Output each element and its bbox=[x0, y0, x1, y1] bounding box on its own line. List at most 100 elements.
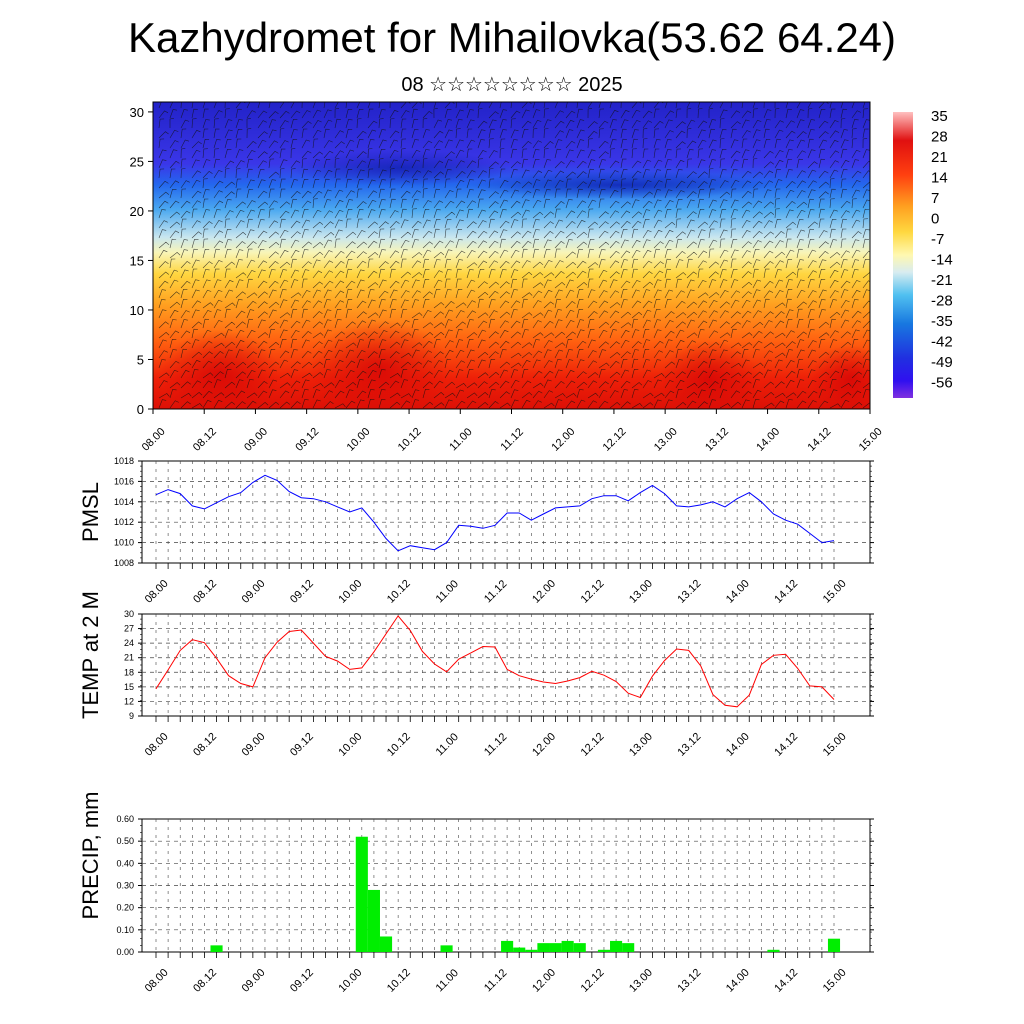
heatmap-xtick-label: 14.00 bbox=[754, 426, 782, 454]
colorbar-label: 14 bbox=[931, 170, 948, 187]
precip-bar bbox=[767, 949, 780, 952]
ytick-label: 0.60 bbox=[116, 814, 134, 824]
heatmap-xtick-label: 08.00 bbox=[140, 426, 168, 454]
xtick-label: 09.00 bbox=[240, 731, 268, 759]
ytick-label: 0.40 bbox=[116, 858, 134, 868]
precip-bar bbox=[561, 940, 574, 952]
plot-frame bbox=[141, 460, 871, 564]
xtick-label: 11.00 bbox=[434, 731, 461, 758]
ytick-label: 1014 bbox=[114, 497, 134, 507]
heatmap-xtick-label: 10.12 bbox=[396, 426, 424, 454]
plot-frame bbox=[141, 613, 871, 717]
xtick-label: 11.00 bbox=[434, 967, 461, 994]
colorbar-label: -56 bbox=[931, 375, 953, 392]
colorbar-label: -42 bbox=[931, 334, 953, 351]
precip-bar bbox=[573, 943, 586, 952]
colorbar: 35 28 21 14 7 0 -7 -14 -21 -28 -35 -42 -49 -56 bbox=[893, 108, 953, 398]
xtick-label: 13.12 bbox=[675, 967, 703, 995]
xtick-label: 11.12 bbox=[482, 731, 509, 758]
xtick-label: 09.00 bbox=[240, 967, 268, 995]
precip-bar bbox=[537, 943, 550, 952]
colorbar-label: 35 bbox=[931, 108, 948, 125]
colorbar-label: -21 bbox=[931, 272, 953, 289]
ytick-label: 1008 bbox=[114, 558, 134, 568]
chart-title: Kazhydromet for Mihailovka(53.62 64.24) bbox=[127, 14, 897, 61]
ytick-label: 30 bbox=[124, 609, 134, 619]
y-axis-label: PRECIP, mm bbox=[78, 792, 103, 920]
cold-core bbox=[470, 171, 770, 199]
xtick-label: 10.00 bbox=[336, 731, 364, 759]
precip-bar bbox=[440, 945, 453, 952]
xtick-label: 10.12 bbox=[385, 578, 413, 606]
xtick-label: 10.12 bbox=[385, 967, 413, 995]
heatmap-ytick-label: 20 bbox=[130, 204, 144, 219]
colorbar-label: 28 bbox=[931, 129, 948, 146]
colorbar-label: -14 bbox=[931, 252, 953, 269]
y-axis-label: PMSL bbox=[78, 482, 103, 542]
xtick-label: 11.00 bbox=[434, 578, 461, 605]
xtick-label: 14.00 bbox=[724, 731, 752, 759]
cold-core bbox=[290, 150, 510, 186]
precip-bar bbox=[379, 936, 393, 952]
ytick-label: 0.00 bbox=[116, 947, 134, 957]
xtick-label: 09.12 bbox=[288, 967, 316, 995]
xtick-label: 10.00 bbox=[336, 578, 364, 606]
xtick-label: 12.00 bbox=[530, 578, 558, 606]
xtick-label: 14.12 bbox=[772, 967, 800, 995]
heatmap-xtick-label: 09.12 bbox=[293, 426, 321, 454]
ytick-label: 27 bbox=[124, 624, 134, 634]
xtick-label: 09.00 bbox=[240, 578, 268, 606]
wind-barbs bbox=[158, 102, 870, 409]
heatmap-xtick-label: 12.12 bbox=[601, 426, 629, 454]
colorbar-label: 7 bbox=[931, 190, 939, 207]
ytick-label: 1010 bbox=[114, 538, 134, 548]
ytick-label: 0.20 bbox=[116, 903, 134, 913]
xtick-label: 10.12 bbox=[385, 731, 413, 759]
colorbar-label: -7 bbox=[931, 231, 944, 248]
precip-bar bbox=[549, 943, 562, 952]
xtick-label: 14.12 bbox=[772, 731, 800, 759]
series-line bbox=[155, 474, 835, 552]
heatmap-ytick-label: 10 bbox=[130, 303, 144, 318]
heatmap-xtick-label: 15.00 bbox=[857, 426, 885, 454]
precip-bar bbox=[610, 940, 623, 952]
temp-panel: 9 12 15 18 21 24 27 30 08.00 08.12 09.00 09.12 10.00… bbox=[78, 591, 874, 759]
heatmap-ytick-label: 30 bbox=[130, 105, 144, 120]
xtick-label: 11.12 bbox=[482, 578, 509, 605]
ytick-label: 0.10 bbox=[116, 925, 134, 935]
xtick-label: 10.00 bbox=[336, 967, 364, 995]
xtick-label: 15.00 bbox=[821, 731, 849, 759]
ytick-label: 12 bbox=[124, 696, 134, 706]
heatmap-xtick-label: 11.12 bbox=[499, 426, 526, 453]
xtick-label: 11.12 bbox=[482, 967, 509, 994]
colorbar-labels: 35 28 21 14 7 0 -7 -14 -21 -28 -35 -42 -49 -56 bbox=[931, 108, 953, 392]
xtick-label: 08.00 bbox=[143, 578, 171, 606]
xtick-label: 08.12 bbox=[191, 731, 219, 759]
heatmap-ytick-label: 15 bbox=[130, 253, 144, 268]
colorbar-label: -49 bbox=[931, 354, 953, 371]
xtick-label: 12.12 bbox=[579, 731, 607, 759]
heatmap-xtick-label: 10.00 bbox=[345, 426, 373, 454]
xtick-label: 09.12 bbox=[288, 731, 316, 759]
warm-core bbox=[160, 330, 280, 409]
xtick-label: 13.00 bbox=[627, 578, 655, 606]
heatmap-xtick-label: 11.00 bbox=[447, 426, 474, 453]
xtick-label: 08.12 bbox=[191, 967, 219, 995]
heatmap-xtick-label: 08.12 bbox=[191, 426, 219, 454]
xtick-label: 08.12 bbox=[191, 578, 219, 606]
xtick-label: 08.00 bbox=[143, 967, 171, 995]
precip-bar bbox=[210, 945, 223, 952]
heatmap-xtick-label: 14.12 bbox=[806, 426, 834, 454]
ytick-label: 24 bbox=[124, 638, 134, 648]
xtick-label: 15.00 bbox=[821, 578, 849, 606]
xtick-label: 14.00 bbox=[724, 578, 752, 606]
heatmap-panel: 0 5 10 15 20 25 30 08.00 08.12 09.00 09.12 10.00 10… bbox=[130, 101, 885, 454]
xtick-label: 12.12 bbox=[579, 967, 607, 995]
xtick-label: 13.00 bbox=[627, 731, 655, 759]
xtick-label: 13.12 bbox=[675, 578, 703, 606]
ytick-label: 1012 bbox=[114, 517, 134, 527]
xtick-label: 09.12 bbox=[288, 578, 316, 606]
ytick-label: 1016 bbox=[114, 476, 134, 486]
xtick-label: 13.12 bbox=[675, 731, 703, 759]
